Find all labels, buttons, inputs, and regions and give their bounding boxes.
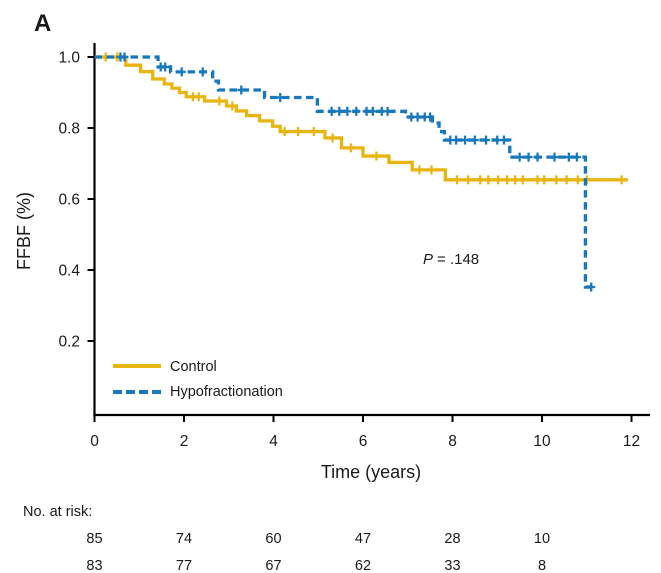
x-tick-label-0: 0	[90, 433, 99, 450]
risk-count: 60	[265, 531, 281, 547]
y-tick-label-0.8: 0.8	[58, 121, 80, 138]
x-tick-label-10: 10	[533, 433, 551, 450]
y-tick-label-0.6: 0.6	[58, 192, 80, 209]
survival-curves	[94, 52, 628, 292]
legend-label-hypofractionation: Hypofractionation	[170, 384, 283, 400]
x-tick-label-2: 2	[180, 433, 189, 450]
p-value-rest: = .148	[437, 251, 479, 268]
x-tick-label-8: 8	[448, 433, 457, 450]
x-tick-label-12: 12	[623, 433, 640, 450]
x-tick-label-4: 4	[269, 433, 278, 450]
censor-marks-hypofractionation	[116, 52, 596, 292]
y-tick-label-0.4: 0.4	[58, 263, 80, 280]
risk-count: 83	[86, 558, 102, 573]
risk-count: 85	[86, 531, 102, 547]
axis-ticks: 0 2 4 6 8 10 12 1.0 0.8 0.6 0.4 0.2	[58, 50, 640, 451]
risk-count: 10	[534, 531, 550, 547]
risk-count: 33	[444, 558, 460, 573]
risk-table-label: No. at risk:	[23, 504, 92, 520]
risk-count: 47	[355, 531, 371, 547]
risk-count: 74	[176, 531, 192, 547]
x-tick-label-6: 6	[359, 433, 368, 450]
panel-label: A	[34, 10, 51, 37]
curve-control	[94, 55, 628, 182]
censor-marks-control	[101, 52, 626, 185]
y-axis-title: FFBF (%)	[14, 192, 34, 270]
risk-table-counts: 85 74 60 47 28 10 83 77 67 62 33 8	[86, 531, 550, 573]
y-tick-label-1.0: 1.0	[58, 50, 80, 67]
risk-count: 77	[176, 558, 192, 573]
legend-label-control: Control	[170, 359, 217, 375]
risk-count: 8	[538, 558, 546, 573]
risk-count: 62	[355, 558, 371, 573]
x-axis-title: Time (years)	[321, 462, 421, 482]
y-tick-label-0.2: 0.2	[58, 334, 80, 351]
curve-hypofractionation	[94, 55, 596, 289]
risk-count: 67	[265, 558, 281, 573]
risk-count: 28	[444, 531, 460, 547]
p-value-annotation: P = .148	[423, 251, 479, 268]
legend: Control Hypofractionation	[113, 359, 283, 400]
p-value-stat: P	[423, 251, 433, 268]
